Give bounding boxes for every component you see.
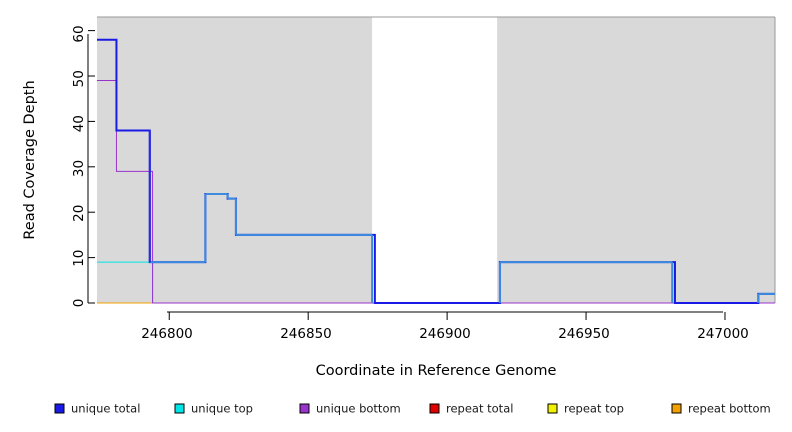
legend-item-repeat-bottom[interactable]: repeat bottom bbox=[671, 402, 771, 416]
legend-item-unique-top[interactable]: unique top bbox=[174, 402, 253, 416]
x-tick-label-0: 246800 bbox=[141, 326, 193, 342]
legend-label: unique bottom bbox=[316, 402, 401, 416]
legend-label: repeat bottom bbox=[688, 402, 771, 416]
panel-top-border bbox=[97, 16, 775, 18]
gap-region-0 bbox=[372, 17, 498, 303]
x-tick-label-3: 246950 bbox=[558, 326, 610, 342]
y-axis-title: Read Coverage Depth bbox=[22, 80, 38, 239]
plot-panel bbox=[97, 16, 776, 303]
y-tick-label-0: 0 bbox=[71, 299, 87, 308]
legend-swatch-icon bbox=[54, 403, 65, 414]
legend-swatch-icon bbox=[299, 403, 310, 414]
x-tick-label-2: 246900 bbox=[419, 326, 471, 342]
y-axis: 0 10 20 30 40 50 60 Read Coverage Depth bbox=[22, 25, 95, 307]
legend-item-repeat-total[interactable]: repeat total bbox=[429, 402, 513, 416]
y-tick-label-60: 60 bbox=[71, 25, 87, 42]
gap-regions bbox=[372, 17, 498, 303]
x-axis-title: Coordinate in Reference Genome bbox=[316, 363, 557, 379]
legend-item-repeat-top[interactable]: repeat top bbox=[547, 402, 624, 416]
legend-swatch-icon bbox=[174, 403, 185, 414]
legend-label: repeat total bbox=[446, 402, 513, 416]
y-tick-label-50: 50 bbox=[71, 70, 87, 87]
legend-label: unique total bbox=[71, 402, 140, 416]
series-lines bbox=[97, 38, 775, 304]
x-tick-label-4: 247000 bbox=[697, 326, 749, 342]
x-tick-label-1: 246850 bbox=[280, 326, 332, 342]
chart-legend: unique total unique top unique bottom repea… bbox=[54, 402, 771, 416]
y-tick-label-30: 30 bbox=[71, 160, 87, 177]
x-axis: 246800 246850 246900 246950 247000 Coord… bbox=[141, 311, 749, 379]
legend-label: unique top bbox=[191, 402, 253, 416]
x-axis-ticks bbox=[168, 312, 726, 320]
y-tick-label-10: 10 bbox=[71, 250, 87, 267]
legend-item-unique-bottom[interactable]: unique bottom bbox=[299, 402, 401, 416]
y-tick-label-20: 20 bbox=[71, 205, 87, 222]
legend-swatch-icon bbox=[547, 403, 558, 414]
legend-item-unique-total[interactable]: unique total bbox=[54, 402, 140, 416]
legend-swatch-icon bbox=[429, 403, 440, 414]
legend-swatch-icon bbox=[671, 403, 682, 414]
panel-right-border bbox=[774, 17, 776, 303]
y-tick-label-40: 40 bbox=[71, 115, 87, 132]
legend-label: repeat top bbox=[564, 402, 624, 416]
y-axis-ticks bbox=[88, 30, 95, 304]
